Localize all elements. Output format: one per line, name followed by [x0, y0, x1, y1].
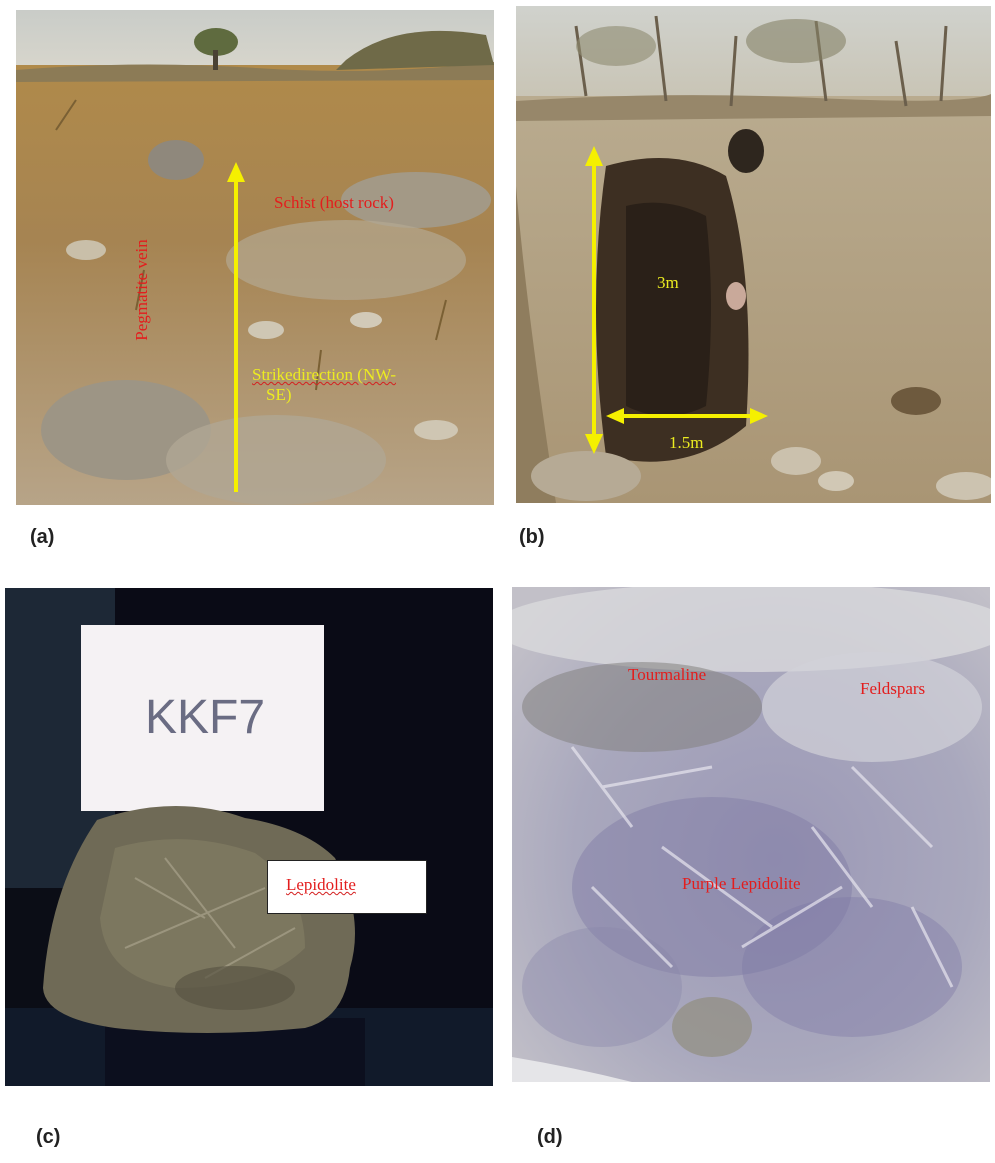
photo-panel-b: 3m 1.5m: [516, 6, 991, 503]
photo-panel-a: Schist (host rock) Pegmatite vein Strike…: [16, 10, 494, 505]
lepidolite-label-box: Lepidolite: [267, 860, 427, 914]
label-pegmatite-vein: Pegmatite vein: [132, 239, 151, 341]
photo-panel-d: Tourmaline Feldspars Purple Lepidolite: [512, 587, 990, 1082]
label-width-1-5m: 1.5m: [669, 433, 704, 452]
photo-panel-c: KKF7 Lepidolite: [5, 588, 493, 1086]
hand-specimen-photo: KKF7: [5, 588, 493, 1086]
caption-d: (d): [537, 1126, 563, 1148]
outcrop-field-photo: [16, 10, 494, 505]
close-up-mineral-photo: [512, 587, 990, 1082]
caption-b: (b): [519, 526, 545, 548]
caption-a: (a): [30, 526, 55, 548]
label-depth-3m: 3m: [657, 273, 679, 292]
label-purple-lepidolite: Purple Lepidolite: [682, 874, 801, 894]
caption-c: (c): [36, 1126, 61, 1148]
label-purple-lepidolite-text: Purple Lepidolite: [682, 874, 801, 893]
label-schist-host-rock: Schist (host rock): [274, 193, 394, 212]
label-strike-direction: Strikedirection (NW-: [252, 365, 396, 384]
label-lepidolite: Lepidolite: [286, 875, 356, 894]
label-feldspars: Feldspars: [860, 679, 926, 698]
label-tourmaline: Tourmaline: [628, 665, 707, 684]
label-strike-direction-suffix: SE): [266, 385, 292, 404]
trench-field-photo: [516, 6, 991, 503]
specimen-tag-text: KKF7: [145, 691, 265, 744]
